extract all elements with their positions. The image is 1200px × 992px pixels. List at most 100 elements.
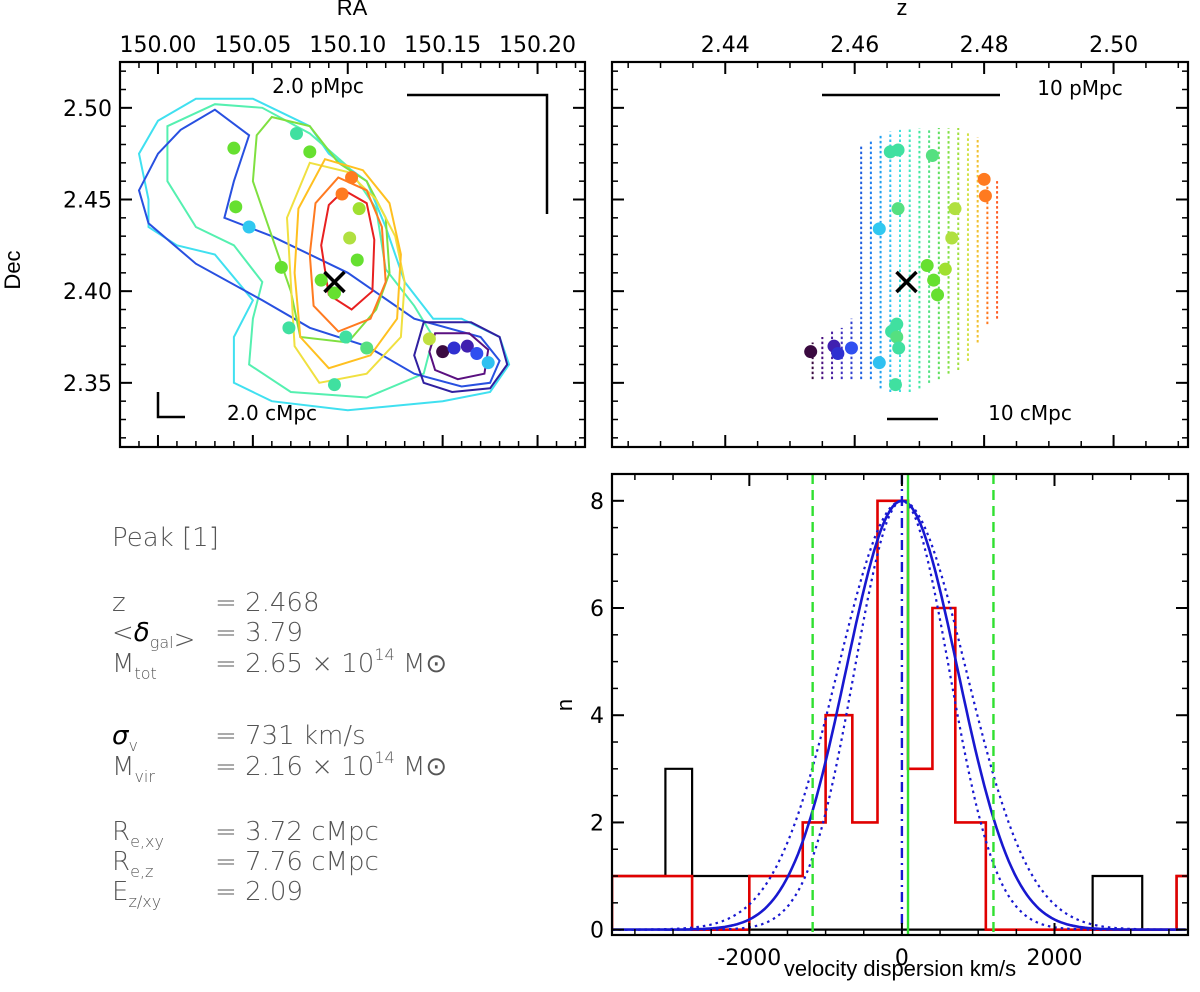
y-tick-label: 2.50 [63,97,112,122]
contour-line [251,115,391,344]
cmpc-scale-label: 10 cMpc [988,401,1072,425]
galaxy-point [931,288,945,302]
y-tick-label: 2.35 [63,372,112,397]
galaxy-point [229,200,243,214]
galaxy-point [920,259,934,272]
x-axis-label: velocity dispersion km/s [784,956,1016,981]
galaxy-point [888,378,902,392]
info-row-label: Mvir [112,752,155,786]
info-row-label: Re,xy [112,817,164,851]
y-tick-label: 2.45 [63,189,112,214]
info-row-label: Mtot [112,649,157,683]
info-row-value: = 2.09 [215,877,303,907]
contour-line [137,108,501,388]
info-row-value: = 3.79 [215,618,303,648]
z-dec-axes: 2.44 2.46 2.48 2.50 z 10 pMpc 10 cMpc [610,0,1190,449]
velocity-histogram-panel: -2000 0 2000 0 2 4 6 8 velocity dispersion km/s n [552,472,1190,981]
histogram-plot-area [612,474,1188,935]
galaxy-point [327,378,341,392]
info-panel: Peak [1] z = 2.468 <δgal> = 3.79 Mtot = 2.65 ×… [112,523,447,911]
galaxy-point [891,202,905,216]
y-tick-label: 2 [590,811,604,836]
pmpc-scale-bar [407,93,549,214]
gaussian-bound-curve [612,499,1186,931]
x-tick-label: 150.10 [309,33,386,58]
x-tick-label: 2000 [1026,946,1082,971]
galaxy-point [447,341,461,355]
contour-line [320,189,376,311]
galaxy-point [890,330,904,344]
info-row-label: Re,z [112,847,153,881]
histogram-selected-members [612,499,1188,931]
x-tick-label: 150.05 [214,33,291,58]
galaxy-point [978,189,992,203]
y-tick-label: 2.40 [63,280,112,305]
contour-line [413,321,509,394]
x-tick-label: 2.50 [1089,33,1138,58]
contour-line [428,332,490,381]
x-tick-label: 150.20 [499,33,576,58]
contour-line [166,103,435,399]
galaxy-point [335,187,349,201]
cmpc-scale-label: 2.0 cMpc [227,401,317,425]
info-row-label: z [112,588,126,618]
y-tick-label: 4 [590,704,604,729]
pmpc-scale-label: 10 pMpc [1037,76,1122,100]
z-dec-panel: 2.44 2.46 2.48 2.50 z 10 pMpc 10 cMpc [610,0,1190,449]
contour-line [285,161,406,384]
ra-dec-panel: 150.00 150.05 150.10 150.15 150.20 2.35 2.40 2.… [0,0,587,449]
x-tick-label: 2.48 [960,33,1009,58]
galaxy-point [948,202,962,216]
x-axis-label: z [897,0,908,20]
galaxy-point [436,345,450,359]
info-row-value: = 7.76 cMpc [215,847,379,877]
galaxy-point [339,330,353,344]
galaxy-point [977,172,991,186]
galaxy-point [352,202,366,216]
galaxy-point [360,341,374,355]
y-tick-label: 8 [590,490,604,515]
info-row-label: σv [112,721,138,755]
galaxy-point [227,141,241,155]
y-axis-label: n [552,699,577,711]
y-tick-label: 6 [590,597,604,622]
galaxy-point [274,260,288,274]
gaussian-bound-curve [612,499,1186,931]
galaxy-point [290,127,304,140]
galaxy-point [303,145,317,159]
contour-line [137,97,511,412]
ra-dec-axes: 150.00 150.05 150.10 150.15 150.20 2.35 2.40 2.… [0,0,587,449]
contour-line [308,176,387,333]
info-row-label: Ez/xy [112,877,161,911]
density-contours [137,97,511,412]
galaxy-point [872,222,886,236]
galaxy-point [892,341,906,355]
info-row-value: = 731 km/s [215,721,366,751]
galaxy-point [844,341,858,355]
galaxy-point [831,347,845,360]
galaxy-point [481,356,495,370]
galaxy-point [945,231,959,245]
info-row-value: = 3.72 cMpc [215,817,379,847]
peak-title: Peak [1] [112,523,219,553]
galaxy-point [242,220,256,234]
cmpc-scale-bar [156,392,185,419]
x-tick-label: -2000 [717,946,781,971]
galaxy-point [282,321,296,335]
peak-center-marker [895,270,918,294]
galaxy-point [804,345,818,359]
x-axis-label: RA [337,0,368,20]
contour-line [293,158,402,370]
x-tick-label: 2.44 [701,33,750,58]
histogram-content [612,474,1188,935]
galaxy-point [891,143,905,157]
galaxy-point [925,149,939,162]
y-axis-label: Dec [0,250,25,289]
galaxy-point [872,356,886,370]
info-row-value: = 2.468 [215,588,320,618]
info-row-label: <δgal> [112,618,195,655]
info-row-value: = 2.16 × 1014 M⊙ [215,748,447,782]
x-tick-label: 2.46 [830,33,879,58]
pmpc-scale-label: 2.0 pMpc [272,74,364,98]
